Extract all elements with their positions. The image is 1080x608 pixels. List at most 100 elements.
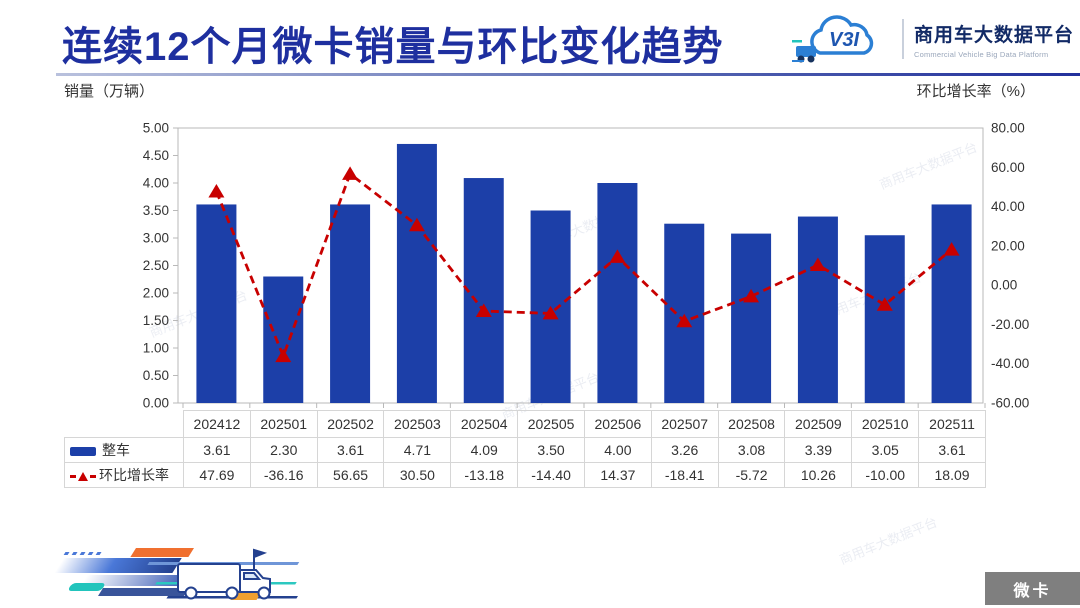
- svg-text:0.00: 0.00: [143, 396, 169, 411]
- value-cell: -5.72: [717, 462, 786, 488]
- bar: [463, 178, 504, 403]
- svg-text:商用车大数据平台: 商用车大数据平台: [837, 514, 939, 567]
- chart-data-table: 202412 202501 202502 202503 202504 202505 2025…: [64, 410, 986, 488]
- line-marker: [208, 183, 225, 198]
- svg-text:80.00: 80.00: [991, 121, 1025, 136]
- month-header-cell: 202511: [918, 410, 986, 438]
- value-cell: 3.50: [517, 437, 585, 463]
- month-header-cell: 202507: [650, 410, 719, 438]
- value-cell: -10.00: [851, 462, 920, 488]
- svg-text:0.50: 0.50: [143, 368, 169, 383]
- series-legend-cell: 整车: [64, 437, 184, 463]
- brand-divider: [901, 19, 904, 59]
- svg-text:40.00: 40.00: [991, 199, 1025, 214]
- month-header-cell: 202501: [249, 410, 318, 438]
- bar: [597, 183, 638, 403]
- value-cell: 4.71: [383, 437, 452, 463]
- bar: [931, 204, 972, 403]
- month-header-cell: 202412: [183, 410, 251, 438]
- svg-text:2.50: 2.50: [143, 258, 169, 273]
- left-axis: 0.00 0.50 1.00 1.50 2.00 2.50 3.00 3.50 4.00 4.50…: [143, 121, 178, 411]
- truck-outline: [177, 548, 271, 600]
- svg-text:1.00: 1.00: [143, 341, 169, 356]
- line-series: [215, 171, 953, 361]
- page-title: 连续12个月微卡销量与环比变化趋势: [62, 25, 724, 69]
- table-row-line-series: 环比增长率 47.69 -36.16 56.65 30.50 -13.18 -14.40 14…: [64, 462, 986, 488]
- month-header-cell: 202502: [316, 410, 385, 438]
- svg-text:-20.00: -20.00: [991, 317, 1029, 332]
- svg-text:3.00: 3.00: [143, 231, 169, 246]
- bar: [664, 223, 705, 403]
- brand-name-en: Commercial Vehicle Big Data Platform: [913, 49, 1049, 59]
- svg-text:4.00: 4.00: [143, 176, 169, 191]
- line-marker: [609, 249, 626, 263]
- svg-text:1.50: 1.50: [143, 313, 169, 328]
- value-cell: 3.05: [851, 437, 920, 463]
- value-cell: 3.26: [650, 437, 719, 463]
- month-header-cell: 202509: [784, 410, 853, 438]
- line-marker: [542, 305, 559, 320]
- corner-cell: [65, 411, 184, 438]
- svg-text:60.00: 60.00: [991, 160, 1025, 175]
- right-axis: -60.00 -40.00 -20.00 0.00 20.00 40.00 60.00 80.…: [991, 121, 1029, 411]
- bar: [330, 204, 371, 403]
- series-name: 环比增长率: [99, 467, 169, 483]
- value-cell: -36.16: [249, 462, 318, 488]
- svg-text:2.00: 2.00: [143, 286, 169, 301]
- line-marker: [275, 348, 292, 363]
- line-marker: [676, 313, 693, 328]
- bar: [196, 204, 237, 403]
- month-header-cell: 202504: [450, 410, 519, 438]
- right-axis-title: 环比增长率（%）: [916, 83, 1035, 100]
- header-divider: [56, 73, 1080, 76]
- line-marker: [408, 217, 425, 232]
- left-axis-title: 销量（万辆）: [64, 83, 155, 100]
- value-cell: 14.37: [583, 462, 652, 488]
- bar: [731, 233, 772, 403]
- value-cell: 18.09: [918, 462, 986, 488]
- value-cell: 4.00: [583, 437, 652, 463]
- line-marker: [743, 288, 760, 303]
- svg-text:4.50: 4.50: [143, 148, 169, 163]
- value-cell: -18.41: [650, 462, 719, 488]
- value-cell: 3.61: [918, 437, 986, 463]
- line-marker: [475, 303, 492, 318]
- svg-text:0.00: 0.00: [991, 278, 1017, 293]
- value-cell: 10.26: [784, 462, 853, 488]
- series-legend-cell: 环比增长率: [64, 462, 184, 488]
- line-marker: [876, 297, 893, 311]
- svg-text:商用车大数据平台: 商用车大数据平台: [877, 139, 979, 192]
- month-header-cell: 202503: [383, 410, 452, 438]
- month-header-cell: 202508: [717, 410, 786, 438]
- month-header-cell: 202510: [851, 410, 920, 438]
- brand-logo: V3I 商用车大数据平台 Commercial Vehicle Big Data…: [791, 12, 1074, 66]
- series-name: 整车: [102, 442, 130, 458]
- truck-graphic: [54, 548, 300, 600]
- value-cell: 30.50: [383, 462, 452, 488]
- brand-name-cn: 商用车大数据平台: [913, 24, 1074, 46]
- line-marker: [809, 257, 826, 271]
- bar: [797, 216, 838, 403]
- svg-text:3.50: 3.50: [143, 203, 169, 218]
- value-cell: -14.40: [517, 462, 585, 488]
- table-row-months: 202412 202501 202502 202503 202504 202505 2025…: [65, 410, 986, 438]
- svg-text:V3I: V3I: [829, 29, 859, 51]
- value-cell: -13.18: [450, 462, 519, 488]
- month-header-cell: 202506: [583, 410, 652, 438]
- svg-text:20.00: 20.00: [991, 238, 1025, 253]
- value-cell: 2.30: [249, 437, 318, 463]
- table-row-bar-series: 整车 3.61 2.30 3.61 4.71 4.09 3.50 4.00 3.26 3.08 3.…: [64, 437, 986, 463]
- value-cell: 4.09: [450, 437, 519, 463]
- value-cell: 3.39: [784, 437, 853, 463]
- bar: [396, 143, 437, 403]
- svg-text:-60.00: -60.00: [991, 396, 1029, 411]
- category-badge: 微卡: [985, 572, 1080, 605]
- value-cell: 3.61: [316, 437, 385, 463]
- bar-legend-icon: [70, 446, 96, 456]
- bottom-ticks: [182, 403, 986, 408]
- bar: [864, 235, 905, 403]
- value-cell: 56.65: [316, 462, 385, 488]
- value-cell: 3.61: [183, 437, 251, 463]
